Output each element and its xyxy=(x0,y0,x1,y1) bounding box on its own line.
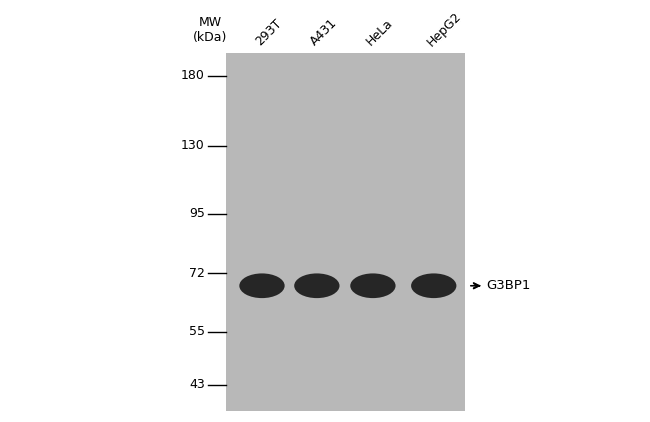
Text: 95: 95 xyxy=(189,207,205,220)
Text: MW
(kDa): MW (kDa) xyxy=(193,16,227,44)
Text: HeLa: HeLa xyxy=(364,17,395,49)
Text: HepG2: HepG2 xyxy=(424,9,464,49)
Text: 43: 43 xyxy=(189,378,205,391)
Text: 72: 72 xyxy=(189,267,205,280)
Text: 180: 180 xyxy=(181,69,205,82)
Text: 55: 55 xyxy=(188,325,205,338)
Text: G3BP1: G3BP1 xyxy=(486,279,530,292)
Text: 293T: 293T xyxy=(253,17,284,49)
Text: 130: 130 xyxy=(181,139,205,152)
Text: A431: A431 xyxy=(307,16,339,49)
